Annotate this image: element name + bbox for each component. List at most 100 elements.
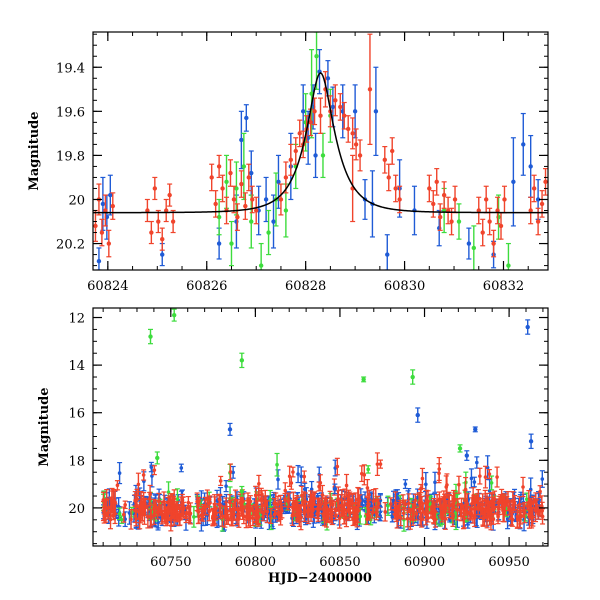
green-data-point [228,220,234,267]
x-tick-label: 60830 [384,279,425,294]
green-data-point [258,242,264,270]
red-data-point [308,494,314,518]
red-data-point [382,502,388,522]
red-data-point [170,209,176,234]
red-data-point [253,196,259,225]
green-data-point [505,242,511,270]
red-data-point [374,452,380,477]
x-tick-label: 60828 [285,279,326,294]
red-data-point [491,502,497,515]
green-data-point [233,161,239,216]
red-data-point [428,506,434,519]
blue-outlier-point [472,426,478,433]
red-data-point [332,84,338,117]
red-data-point [491,229,497,258]
red-data-point [296,506,302,528]
blue-data-point [107,174,113,216]
red-data-point [105,506,111,520]
red-data-point [478,498,484,520]
red-data-point [275,495,281,514]
red-data-point [148,220,154,245]
green-data-point [274,452,280,477]
full-y-axis-label: Magnitude [37,387,52,466]
zoom-axis-ticks: 60824 60826 60828 60830 60832 19.4 19.6 19.8 20 2… [56,32,548,294]
blue-outlier-point [464,450,470,461]
x-tick-label: 60950 [488,555,529,570]
red-data-point [410,510,416,521]
blue-data-point [248,150,254,196]
blue-data-point [100,176,106,231]
blue-data-point [178,463,184,473]
red-data-point [301,470,307,483]
y-tick-label: 19.8 [56,149,85,164]
red-data-point [218,475,224,487]
y-tick-label: 19.4 [56,61,85,76]
red-data-point [337,93,343,121]
green-data-point [241,132,247,201]
blue-data-point [243,104,249,132]
red-data-point [238,170,244,198]
y-tick-label: 20.2 [56,238,85,253]
full-light-curve-panel: 60750 60800 60850 60900 60950 12 14 16 18 20 Magn… [37,307,549,586]
blue-data-point [313,132,319,179]
red-data-point [183,511,189,524]
green-outlier-point [239,352,245,369]
red-data-point [168,493,174,513]
red-data-point [204,489,210,509]
red-data-point [110,192,116,220]
red-data-point [159,227,165,251]
red-data-point [543,168,548,196]
red-data-point [317,474,323,492]
green-outlier-point [148,328,154,345]
green-data-point [266,209,272,256]
green-outlier-point [361,376,367,383]
red-data-point [278,183,284,216]
red-data-point [180,496,186,515]
blue-data-point [223,480,229,493]
blue-data-point [468,468,474,489]
red-data-point [440,496,446,520]
green-data-point [456,203,462,240]
red-data-point [482,508,488,527]
blue-data-point [402,479,408,490]
x-tick-label: 60750 [150,555,191,570]
red-data-point [510,491,516,511]
red-data-point [302,492,308,512]
zoom-light-curve-panel: 60824 60826 60828 60830 60832 19.4 19.6 19.8 20 2… [27,31,549,294]
red-data-point [216,495,222,514]
y-tick-label: 14 [68,359,85,374]
blue-data-point [295,464,301,484]
red-data-point [341,101,347,130]
red-data-point [495,505,501,525]
red-data-point [382,145,388,174]
red-data-point [425,490,431,513]
red-data-point [268,508,274,525]
red-data-point [528,196,534,225]
zoom-plot-frame [92,31,549,271]
green-data-point [496,194,502,240]
red-data-point [316,497,322,514]
green-data-point [385,495,391,516]
red-data-point [110,510,116,521]
green-outlier-point [239,485,245,497]
red-data-point [157,504,163,516]
red-data-point [388,497,394,511]
y-tick-label: 12 [68,312,85,327]
blue-data-point [230,465,236,479]
red-data-point [486,468,492,480]
red-data-point [353,510,359,524]
red-data-point [470,507,476,524]
red-data-point [365,496,371,516]
red-data-point [489,514,495,524]
red-data-point [256,509,262,525]
blue-outlier-point [528,433,534,450]
red-data-point [132,491,138,512]
red-data-point [139,504,145,522]
red-data-point [417,508,423,526]
red-data-point [455,498,461,521]
blue-data-point [373,66,379,157]
red-data-point [235,499,241,521]
red-data-point [446,491,452,513]
blue-data-point [271,194,277,249]
red-data-point [106,229,112,258]
